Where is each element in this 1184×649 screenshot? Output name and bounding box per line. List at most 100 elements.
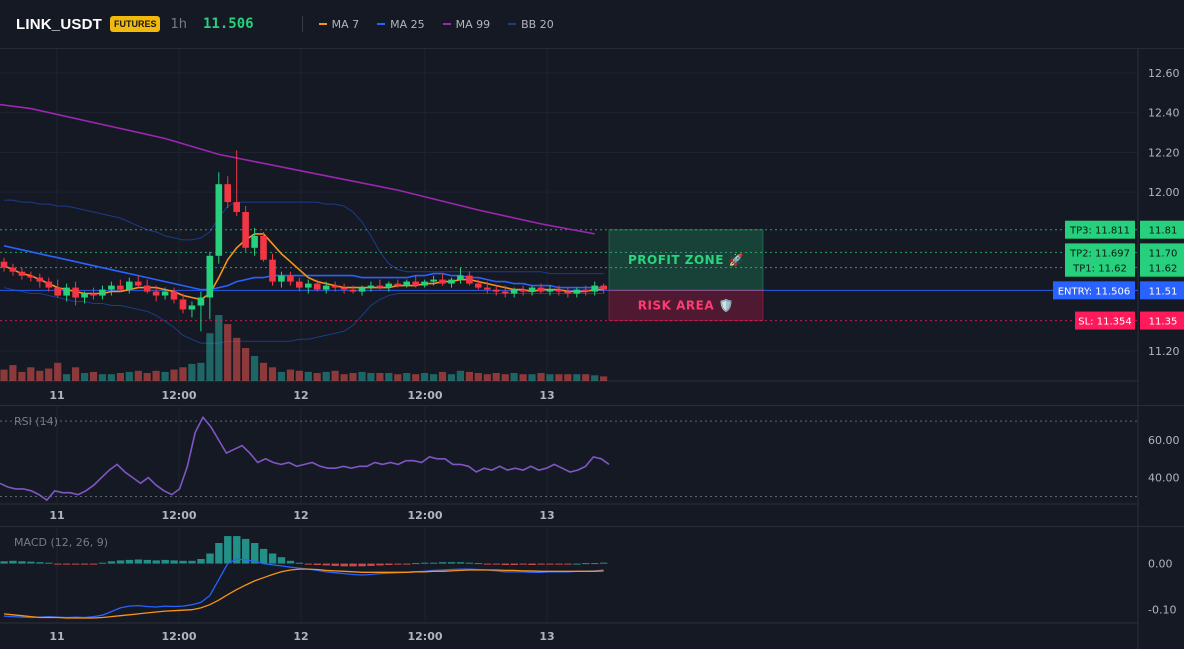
candle-bull — [108, 281, 115, 296]
candles — [0, 150, 607, 332]
rsi-axis: 60.00 40.00 — [1148, 434, 1180, 485]
volume-bar — [116, 373, 124, 381]
macd-hist-bar — [546, 563, 554, 565]
candle-body — [134, 281, 142, 286]
rsi-title: RSI (14) — [14, 415, 58, 428]
volume-bar — [474, 373, 482, 381]
time-tick-label: 12:00 — [161, 389, 196, 402]
level-tag-tp3 — [1065, 220, 1135, 239]
candle-bear — [600, 283, 607, 294]
volume-bar — [81, 373, 89, 381]
candle-body — [63, 287, 70, 296]
symbol-label[interactable]: LINK_USDT — [16, 15, 102, 33]
volume-bar — [331, 370, 339, 381]
volume-bar — [206, 333, 214, 381]
macd-time-tick-label: 11 — [49, 630, 64, 643]
legend-ma99-label: MA 99 — [455, 17, 491, 31]
volume-bar — [286, 369, 294, 381]
macd-hist-bar — [456, 562, 465, 564]
volume-bar — [233, 337, 241, 381]
legend-ma99-swatch — [442, 23, 451, 25]
time-axis[interactable]: 11 12:00 12 12:00 13 — [49, 389, 554, 402]
macd-hist-bar — [143, 559, 151, 564]
candle-body — [305, 283, 312, 288]
macd-hist-bar — [394, 563, 402, 565]
volume-bar — [63, 374, 71, 381]
candle-body — [591, 285, 598, 292]
candle-bear — [170, 287, 178, 304]
candle-bear — [260, 231, 267, 262]
candle-bear — [582, 285, 590, 296]
volume-bar — [528, 374, 536, 381]
candle-body — [117, 285, 124, 290]
price-axis[interactable]: 12.60 12.40 12.20 12.00 11.20 TP3: 11.811 11.8… — [1053, 67, 1184, 358]
legend-ma7[interactable]: MA 7 — [318, 18, 359, 31]
rsi-chart[interactable]: RSI (14) 60.00 40.00 11 12:00 12 12:00 13 — [0, 406, 1184, 526]
volume-bar — [179, 367, 187, 381]
candle-body — [170, 291, 178, 300]
macd-hist-bar — [54, 563, 62, 565]
level-tag-label: TP2: 11.697 — [1069, 248, 1130, 259]
legend-ma25[interactable]: MA 25 — [377, 18, 425, 31]
volume-bar — [224, 324, 232, 381]
candle-body — [457, 275, 464, 280]
price-grid — [0, 49, 1139, 405]
candle-body — [179, 299, 187, 310]
level-axis-label: 11.70 — [1149, 248, 1178, 259]
candle-bull — [528, 285, 536, 296]
candle-bear — [152, 285, 160, 302]
macd-hist-bar — [36, 562, 44, 564]
macd-hist-bar — [45, 562, 53, 564]
candle-body — [430, 279, 437, 282]
level-axis-tag-entry — [1140, 281, 1184, 300]
macd-hist-bar — [573, 563, 581, 565]
candle-body — [564, 291, 572, 294]
macd-hist-bar — [107, 561, 116, 564]
pane-divider[interactable] — [0, 526, 1184, 527]
volume-bar — [242, 348, 250, 381]
candle-bull — [278, 271, 285, 288]
volume-bar — [430, 374, 438, 381]
macd-hist-bar — [501, 563, 509, 565]
volume-bar — [170, 369, 178, 381]
rsi-time-tick-label: 12:00 — [161, 509, 196, 522]
price-chart[interactable]: PROFIT ZONE 🚀 RISK AREA 🛡️ 12.60 12.40 12.2… — [0, 49, 1184, 405]
candle-body — [197, 297, 205, 306]
rsi-time-tick-label: 11 — [49, 509, 64, 522]
pane-divider[interactable] — [0, 405, 1184, 406]
candle-body — [161, 291, 169, 296]
candle-body — [296, 281, 303, 288]
volume-bar — [537, 373, 545, 381]
candle-body — [54, 287, 61, 296]
candle-bear — [412, 275, 419, 288]
candle-bull — [430, 275, 437, 286]
candle-body — [108, 285, 115, 290]
volume-bar — [72, 367, 80, 381]
macd-time-tick-label: 12 — [293, 630, 308, 643]
volume-bar — [519, 374, 527, 381]
volume-bar — [188, 363, 196, 381]
macd-hist-bar — [340, 563, 348, 567]
candle-bull — [573, 287, 581, 298]
legend-bb20[interactable]: BB 20 — [508, 18, 554, 31]
legend-ma99[interactable]: MA 99 — [442, 17, 491, 31]
volume-bar — [125, 371, 133, 381]
candle-bull — [188, 301, 196, 318]
candle-body — [260, 235, 267, 260]
macd-chart[interactable]: MACD (12, 26, 9) 0.00 -0.10 11 12:00 12 12:0… — [0, 527, 1184, 649]
macd-hist-bar — [268, 553, 277, 564]
candle-body — [376, 285, 384, 288]
timeframe-label[interactable]: 1h — [170, 16, 187, 32]
volume-bar — [98, 374, 106, 381]
candle-body — [439, 279, 446, 284]
candle-bear — [90, 287, 97, 300]
macd-axis: 0.00 -0.10 — [1148, 558, 1176, 617]
volume-bar — [358, 371, 366, 381]
candle-body — [72, 287, 79, 298]
candle-bear — [296, 277, 303, 292]
candle-bull — [546, 285, 554, 296]
trade-zones: PROFIT ZONE 🚀 RISK AREA 🛡️ — [608, 229, 764, 322]
volume-bar — [483, 374, 491, 381]
candle-body — [9, 267, 17, 272]
macd-hist-bar — [72, 563, 80, 565]
